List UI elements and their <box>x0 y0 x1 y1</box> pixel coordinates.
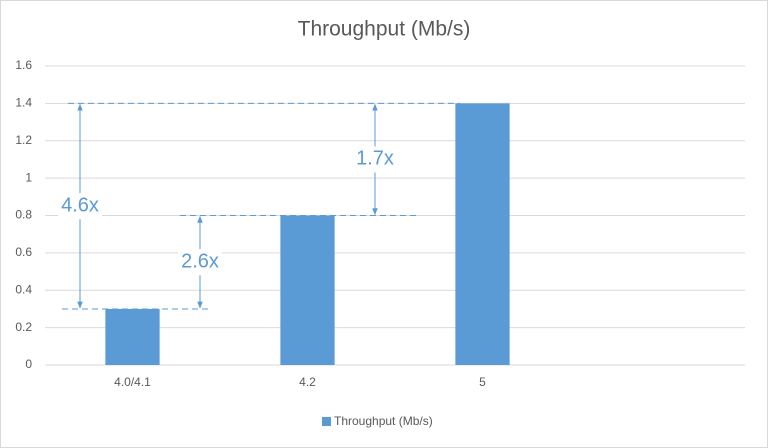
y-tick-label: 0.6 <box>15 245 32 259</box>
y-tick-label: 1.6 <box>15 58 32 72</box>
x-tick-label: 4.0/4.1 <box>114 375 151 389</box>
annotation-bg <box>178 249 222 276</box>
annotation-label: 1.7x <box>356 148 394 170</box>
y-tick-label: 0 <box>25 357 32 371</box>
annotation-label: 2.6x <box>181 251 219 273</box>
bar <box>455 103 510 365</box>
bar <box>105 308 160 365</box>
y-tick-label: 1.2 <box>15 133 32 147</box>
annotation-bg <box>353 146 397 173</box>
chart-title: Throughput (Mb/s) <box>298 18 471 41</box>
x-tick-label: 4.2 <box>299 375 316 389</box>
y-tick-label: 1 <box>25 170 32 184</box>
bar <box>280 215 335 365</box>
annotation-bg <box>58 193 102 220</box>
y-tick-label: 0.2 <box>15 320 32 334</box>
annotation-label: 4.6x <box>61 194 99 216</box>
legend-label: Throughput (Mb/s) <box>334 414 433 428</box>
y-tick-label: 0.4 <box>15 282 32 296</box>
legend-swatch <box>322 417 331 426</box>
x-tick-label: 5 <box>479 375 486 389</box>
y-tick-label: 0.8 <box>15 208 32 222</box>
y-tick-label: 1.4 <box>15 96 32 110</box>
